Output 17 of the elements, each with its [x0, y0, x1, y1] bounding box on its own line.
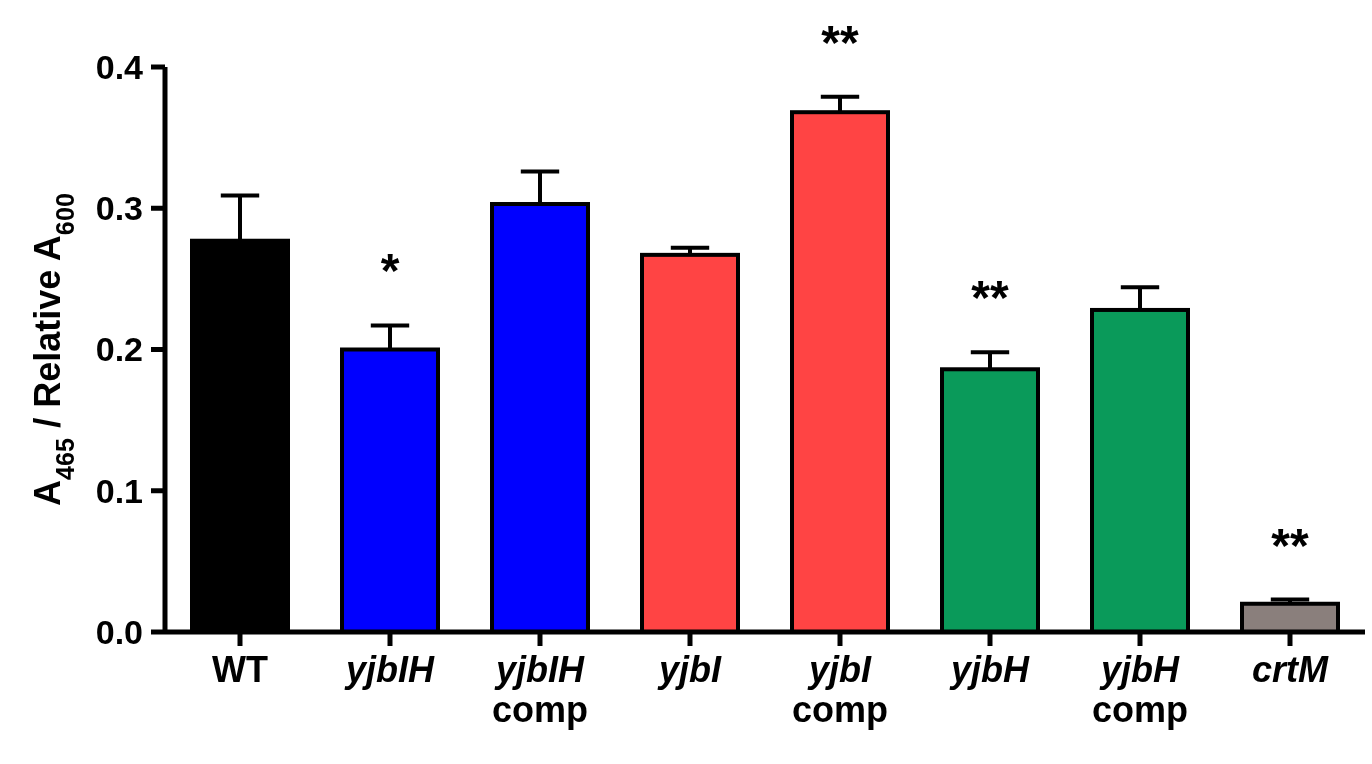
x-tick-label: yjbH comp — [1091, 649, 1189, 730]
x-tick-label: yjbH — [948, 649, 1031, 690]
annotation: * — [380, 244, 400, 298]
y-tick-label: 0.2 — [95, 330, 143, 369]
x-tick-label: yjbIH comp — [491, 649, 589, 730]
annotation: ** — [971, 271, 1009, 325]
x-tick-label: yjbIH — [343, 649, 436, 690]
y-tick-label: 0.4 — [95, 47, 144, 86]
x-tick-label: crtM — [1251, 649, 1330, 690]
y-tick-label: 0.3 — [95, 189, 143, 228]
x-tick-label: yjbI comp — [791, 649, 889, 730]
y-tick-label: 0.0 — [95, 612, 143, 651]
y-tick-label: 0.1 — [95, 471, 143, 510]
x-tick-label: WT — [212, 649, 268, 690]
annotation: ** — [1271, 518, 1309, 572]
x-tick-label: yjbI — [656, 649, 723, 690]
annotation: ** — [821, 15, 859, 69]
